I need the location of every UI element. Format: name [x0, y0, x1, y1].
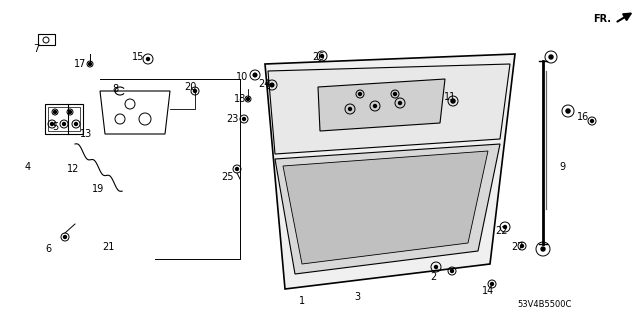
Circle shape	[374, 105, 376, 108]
Circle shape	[63, 235, 67, 239]
Circle shape	[54, 110, 56, 114]
Text: 11: 11	[444, 92, 456, 102]
Circle shape	[504, 226, 506, 228]
Bar	[45, 104, 83, 134]
Circle shape	[147, 57, 150, 61]
Circle shape	[236, 167, 239, 170]
Text: 23: 23	[226, 114, 238, 124]
Text: 53V4B5500C: 53V4B5500C	[518, 300, 572, 309]
Circle shape	[490, 283, 493, 286]
Polygon shape	[275, 144, 500, 274]
Bar	[48, 107, 80, 131]
Polygon shape	[268, 64, 510, 154]
Text: 10: 10	[236, 72, 248, 82]
Text: 2: 2	[430, 272, 436, 282]
Circle shape	[358, 93, 362, 95]
Polygon shape	[265, 54, 515, 289]
Text: 5: 5	[52, 122, 58, 132]
Circle shape	[253, 73, 257, 77]
Circle shape	[88, 63, 92, 65]
Circle shape	[566, 109, 570, 113]
Text: 22: 22	[496, 226, 508, 236]
Circle shape	[193, 90, 196, 93]
Text: 25: 25	[221, 172, 234, 182]
Polygon shape	[283, 151, 488, 264]
Text: 26: 26	[312, 52, 324, 62]
Circle shape	[394, 93, 397, 95]
Text: 1: 1	[299, 296, 305, 306]
Text: FR.: FR.	[593, 14, 611, 24]
Text: 3: 3	[354, 292, 360, 302]
Text: 16: 16	[577, 112, 589, 122]
Circle shape	[243, 117, 246, 121]
Text: 20: 20	[184, 82, 196, 92]
Circle shape	[51, 122, 54, 125]
Circle shape	[549, 55, 553, 59]
Polygon shape	[318, 79, 445, 131]
Text: 15: 15	[132, 52, 144, 62]
Text: 14: 14	[482, 286, 494, 296]
Text: 9: 9	[559, 162, 565, 172]
Text: 21: 21	[102, 242, 114, 252]
Text: 8: 8	[112, 84, 118, 94]
Circle shape	[451, 100, 454, 102]
Circle shape	[399, 101, 401, 105]
Circle shape	[68, 110, 72, 114]
Circle shape	[321, 55, 323, 57]
Text: 18: 18	[234, 94, 246, 104]
Text: 27: 27	[512, 242, 524, 252]
Circle shape	[349, 108, 351, 110]
Text: 24: 24	[258, 79, 270, 89]
Circle shape	[271, 84, 273, 86]
Circle shape	[566, 109, 570, 113]
Text: 6: 6	[45, 244, 51, 254]
Circle shape	[435, 265, 438, 269]
Circle shape	[63, 122, 65, 125]
Circle shape	[74, 122, 77, 125]
Text: 13: 13	[80, 129, 92, 139]
Text: 17: 17	[74, 59, 86, 69]
Text: 19: 19	[92, 184, 104, 194]
Text: 12: 12	[67, 164, 79, 174]
Circle shape	[451, 270, 454, 272]
Circle shape	[541, 247, 545, 251]
Circle shape	[451, 99, 455, 103]
Circle shape	[246, 98, 250, 100]
Text: 4: 4	[25, 162, 31, 172]
Circle shape	[591, 120, 593, 122]
Text: 7: 7	[33, 44, 39, 54]
Circle shape	[520, 244, 524, 248]
